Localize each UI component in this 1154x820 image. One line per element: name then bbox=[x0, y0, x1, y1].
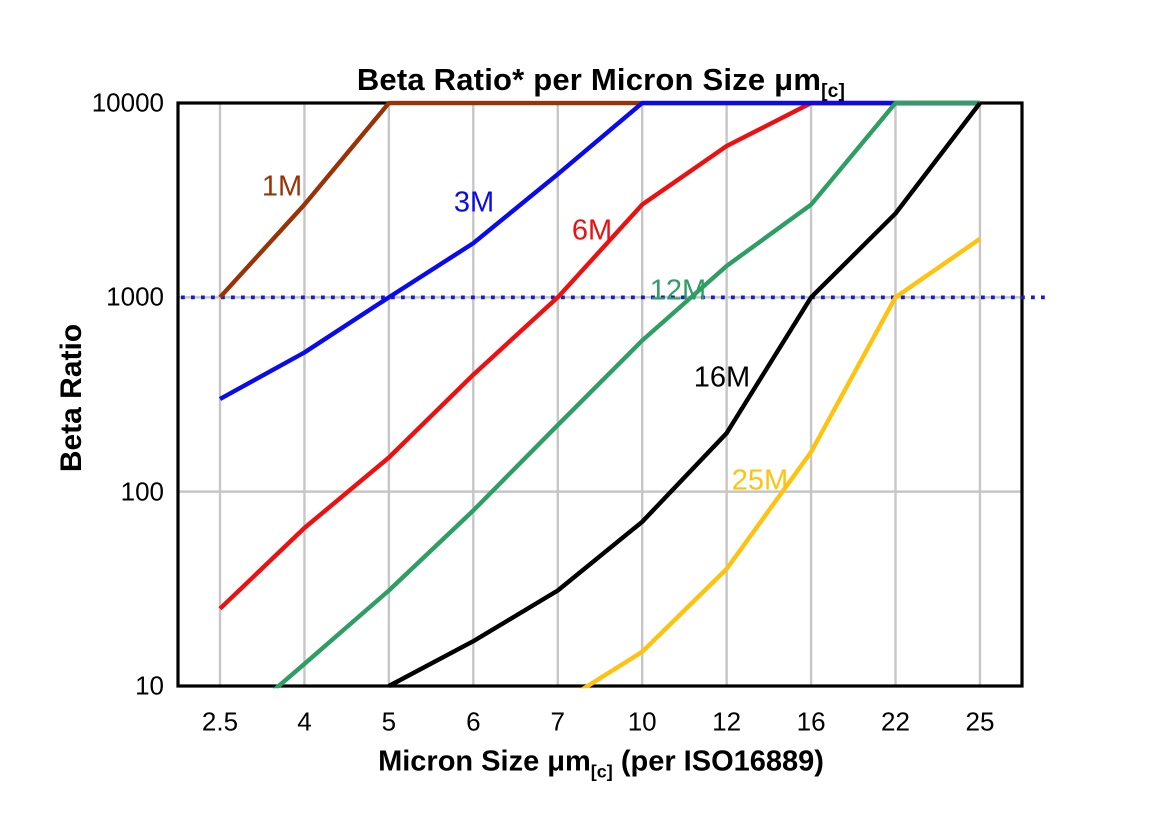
series-label-25M: 25M bbox=[731, 464, 789, 497]
chart-title-subscript: [c] bbox=[821, 81, 846, 103]
series-label-1M: 1M bbox=[261, 170, 303, 203]
series-line-12M bbox=[272, 100, 980, 689]
x-tick-label-22: 22 bbox=[881, 706, 910, 737]
series-line-3M bbox=[218, 100, 980, 401]
y-axis-title: Beta Ratio bbox=[55, 323, 88, 473]
x-tick-label-16: 16 bbox=[796, 706, 826, 737]
x-tick-label-10: 10 bbox=[627, 706, 657, 737]
x-tick-label-12: 12 bbox=[712, 706, 742, 737]
x-axis-title-unit: μm bbox=[547, 745, 591, 778]
series-line-16M bbox=[387, 101, 982, 688]
x-axis-title: Micron Size μm[c] (per ISO16889) bbox=[378, 745, 824, 782]
series-label-12M: 12M bbox=[649, 274, 707, 307]
series-label-3M: 3M bbox=[453, 186, 495, 219]
x-axis-title-subscript: [c] bbox=[590, 761, 613, 782]
x-tick-label-5: 5 bbox=[381, 706, 397, 737]
series-label-6M: 6M bbox=[571, 214, 613, 247]
series-line-25M bbox=[580, 236, 982, 689]
x-tick-label-7: 7 bbox=[550, 706, 565, 737]
x-tick-label-2.5: 2.5 bbox=[201, 706, 239, 737]
chart-title-unit: μm bbox=[774, 62, 822, 97]
x-tick-label-25: 25 bbox=[965, 706, 995, 737]
x-tick-label-4: 4 bbox=[297, 706, 312, 737]
x-tick-label-6: 6 bbox=[466, 706, 481, 737]
chart-title: Beta Ratio* per Micron Size μm[c] bbox=[356, 62, 845, 101]
series-line-1M bbox=[218, 100, 980, 299]
y-tick-label-10: 10 bbox=[135, 670, 164, 701]
chart-title-text: Beta Ratio* per Micron Size bbox=[356, 62, 775, 97]
y-tick-label-1000: 1000 bbox=[106, 281, 164, 312]
x-axis-title-suffix: (per ISO16889) bbox=[612, 745, 824, 778]
y-tick-label-10000: 10000 bbox=[91, 87, 164, 118]
x-axis-title-prefix: Micron Size bbox=[378, 745, 548, 778]
y-tick-label-100: 100 bbox=[120, 476, 164, 507]
series-label-16M: 16M bbox=[693, 361, 751, 394]
